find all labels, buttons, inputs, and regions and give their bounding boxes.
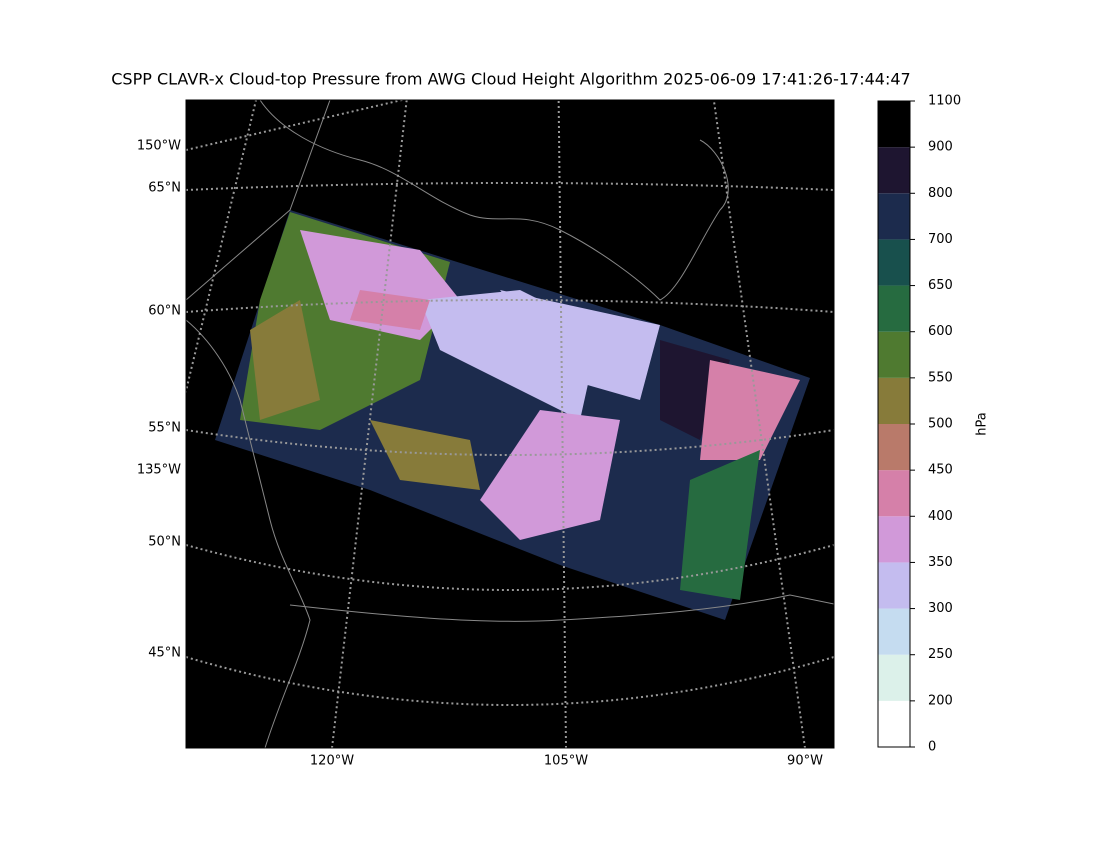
graticule <box>186 100 834 748</box>
meridian <box>331 100 408 748</box>
title: CSPP CLAVR-x Cloud-top Pressure from AWG… <box>111 70 910 89</box>
lon-label: 90°W <box>787 754 823 769</box>
colorbar-tick-label: 250 <box>928 647 953 662</box>
colorbar-tick-label: 1100 <box>928 94 961 109</box>
lat-label: 50°N <box>148 535 181 550</box>
lat-label: 45°N <box>148 646 181 661</box>
colorbar-tick-label: 550 <box>928 370 953 385</box>
colorbar-segment <box>878 424 910 471</box>
colorbar-tick-label: 500 <box>928 417 953 432</box>
colorbar-segment <box>878 285 910 332</box>
colorbar-tick-label: 400 <box>928 509 953 524</box>
colorbar-segment <box>878 700 910 747</box>
colorbar-tick-label: 650 <box>928 278 953 293</box>
colorbar-tick-label: 200 <box>928 693 953 708</box>
coastlines <box>186 100 834 748</box>
colorbar-tick-label: 900 <box>928 140 953 155</box>
colorbar-tick-label: 300 <box>928 601 953 616</box>
colorbar: 0 200 250 300 350 400 450 500 550 600 650 700 800 900… <box>877 94 961 755</box>
colorbar-tick-label: 450 <box>928 463 953 478</box>
lon-label: 150°W <box>137 139 181 154</box>
colorbar-segment <box>878 193 910 240</box>
colorbar-tick-label: 800 <box>928 186 953 201</box>
cloud-swath <box>215 210 810 620</box>
map-frame <box>185 99 835 749</box>
colorbar-tick-label: 600 <box>928 324 953 339</box>
colorbar-segment <box>878 654 910 701</box>
colorbar-segment <box>878 377 910 424</box>
colorbar-segment <box>878 608 910 655</box>
map-content <box>186 100 834 748</box>
colorbar-tick-label: 350 <box>928 555 953 570</box>
colorbar-segment <box>878 101 910 148</box>
lon-label: 120°W <box>310 754 354 769</box>
colorbar-tick-label: 700 <box>928 232 953 247</box>
lon-label: 135°W <box>137 463 181 478</box>
lat-label: 65°N <box>148 181 181 196</box>
parallel <box>186 299 834 313</box>
meridian <box>712 100 806 748</box>
lat-label: 55°N <box>148 421 181 436</box>
lat-label: 60°N <box>148 304 181 319</box>
map-labels: 65°N 60°N 55°N 50°N 45°N 150°W 135°W 120°W 105°W… <box>137 139 823 769</box>
colorbar-segment <box>878 147 910 194</box>
colorbar-segment <box>878 331 910 378</box>
colorbar-label: hPa <box>975 412 990 435</box>
colorbar-tick-label: 0 <box>928 740 936 755</box>
parallel <box>186 182 834 191</box>
meridian <box>186 100 407 151</box>
colorbar-segment <box>878 562 910 609</box>
colorbar-segment <box>878 239 910 286</box>
parallel <box>186 429 834 456</box>
colorbar-segment <box>878 470 910 517</box>
lon-label: 105°W <box>544 754 588 769</box>
colorbar-segment <box>878 516 910 563</box>
